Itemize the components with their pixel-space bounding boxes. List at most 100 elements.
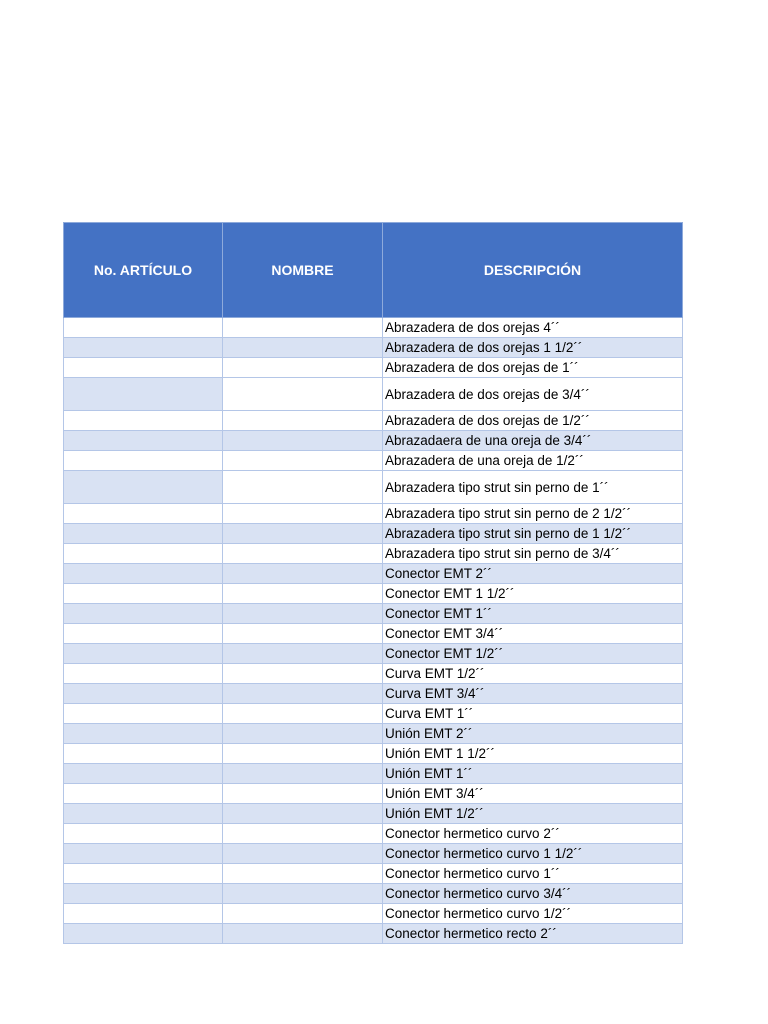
descripcion-cell: Abrazadera de una oreja de 1/2´´ <box>382 450 683 471</box>
table-row: Conector hermetico curvo 2´´ <box>63 823 683 844</box>
nombre-cell <box>222 783 383 804</box>
nombre-cell <box>222 923 383 944</box>
descripcion-cell: Conector hermetico recto 2´´ <box>382 923 683 944</box>
nombre-cell <box>222 863 383 884</box>
no-articulo-cell <box>63 470 223 504</box>
no-articulo-cell <box>63 563 223 584</box>
nombre-cell <box>222 703 383 724</box>
nombre-cell <box>222 743 383 764</box>
descripcion-cell: Curva EMT 1´´ <box>382 703 683 724</box>
table-row: Conector EMT 1´´ <box>63 603 683 624</box>
descripcion-cell: Curva EMT 1/2´´ <box>382 663 683 684</box>
descripcion-cell: Abrazadera tipo strut sin perno de 1 1/2… <box>382 523 683 544</box>
header-no-articulo: No. ARTÍCULO <box>63 222 223 318</box>
nombre-cell <box>222 503 383 524</box>
no-articulo-cell <box>63 843 223 864</box>
descripcion-cell: Unión EMT 2´´ <box>382 723 683 744</box>
articles-table: No. ARTÍCULO NOMBRE DESCRIPCIÓN Abrazade… <box>63 222 683 944</box>
nombre-cell <box>222 823 383 844</box>
table-row: Unión EMT 1/2´´ <box>63 803 683 824</box>
no-articulo-cell <box>63 377 223 411</box>
nombre-cell <box>222 523 383 544</box>
table-row: Conector hermetico recto 2´´ <box>63 923 683 944</box>
no-articulo-cell <box>63 643 223 664</box>
no-articulo-cell <box>63 357 223 378</box>
no-articulo-cell <box>63 337 223 358</box>
table-row: Conector hermetico curvo 1´´ <box>63 863 683 884</box>
table-row: Abrazadera de dos orejas de 1´´ <box>63 357 683 378</box>
nombre-cell <box>222 623 383 644</box>
nombre-cell <box>222 430 383 451</box>
nombre-cell <box>222 450 383 471</box>
descripcion-cell: Abrazadera tipo strut sin perno de 3/4´´ <box>382 543 683 564</box>
no-articulo-cell <box>63 623 223 644</box>
table-row: Curva EMT 1´´ <box>63 703 683 724</box>
descripcion-cell: Abrazadaera de una oreja de 3/4´´ <box>382 430 683 451</box>
header-row: No. ARTÍCULO NOMBRE DESCRIPCIÓN <box>63 222 683 318</box>
table-row: Curva EMT 3/4´´ <box>63 683 683 704</box>
nombre-cell <box>222 763 383 784</box>
nombre-cell <box>222 603 383 624</box>
descripcion-cell: Abrazadera de dos orejas 4´´ <box>382 317 683 338</box>
header-descripcion: DESCRIPCIÓN <box>382 222 683 318</box>
nombre-cell <box>222 337 383 358</box>
nombre-cell <box>222 410 383 431</box>
table-row: Abrazadera de dos orejas 4´´ <box>63 317 683 338</box>
descripcion-cell: Curva EMT 3/4´´ <box>382 683 683 704</box>
nombre-cell <box>222 317 383 338</box>
descripcion-cell: Abrazadera de dos orejas de 3/4´´ <box>382 377 683 411</box>
descripcion-cell: Conector hermetico curvo 1 1/2´´ <box>382 843 683 864</box>
nombre-cell <box>222 883 383 904</box>
descripcion-cell: Conector EMT 3/4´´ <box>382 623 683 644</box>
no-articulo-cell <box>63 583 223 604</box>
descripcion-cell: Conector hermetico curvo 3/4´´ <box>382 883 683 904</box>
descripcion-cell: Unión EMT 1/2´´ <box>382 803 683 824</box>
no-articulo-cell <box>63 450 223 471</box>
descripcion-cell: Conector EMT 2´´ <box>382 563 683 584</box>
no-articulo-cell <box>63 410 223 431</box>
nombre-cell <box>222 377 383 411</box>
table-row: Unión EMT 1 1/2´´ <box>63 743 683 764</box>
descripcion-cell: Abrazadera tipo strut sin perno de 1´´ <box>382 470 683 504</box>
descripcion-cell: Abrazadera de dos orejas 1 1/2´´ <box>382 337 683 358</box>
no-articulo-cell <box>63 823 223 844</box>
table-row: Abrazadera de dos orejas de 3/4´´ <box>63 377 683 411</box>
no-articulo-cell <box>63 503 223 524</box>
no-articulo-cell <box>63 723 223 744</box>
descripcion-cell: Unión EMT 3/4´´ <box>382 783 683 804</box>
descripcion-cell: Abrazadera de dos orejas de 1/2´´ <box>382 410 683 431</box>
nombre-cell <box>222 903 383 924</box>
no-articulo-cell <box>63 803 223 824</box>
descripcion-cell: Unión EMT 1 1/2´´ <box>382 743 683 764</box>
nombre-cell <box>222 683 383 704</box>
no-articulo-cell <box>63 863 223 884</box>
descripcion-cell: Abrazadera de dos orejas de 1´´ <box>382 357 683 378</box>
descripcion-cell: Conector EMT 1 1/2´´ <box>382 583 683 604</box>
descripcion-cell: Unión EMT 1´´ <box>382 763 683 784</box>
nombre-cell <box>222 357 383 378</box>
header-nombre: NOMBRE <box>222 222 383 318</box>
table-row: Conector hermetico curvo 1/2´´ <box>63 903 683 924</box>
table-row: Conector EMT 3/4´´ <box>63 623 683 644</box>
no-articulo-cell <box>63 683 223 704</box>
nombre-cell <box>222 583 383 604</box>
nombre-cell <box>222 643 383 664</box>
no-articulo-cell <box>63 923 223 944</box>
nombre-cell <box>222 723 383 744</box>
table-row: Abrazadera de dos orejas de 1/2´´ <box>63 410 683 431</box>
nombre-cell <box>222 543 383 564</box>
no-articulo-cell <box>63 903 223 924</box>
no-articulo-cell <box>63 430 223 451</box>
table-row: Conector EMT 1 1/2´´ <box>63 583 683 604</box>
nombre-cell <box>222 803 383 824</box>
no-articulo-cell <box>63 603 223 624</box>
table-row: Abrazadera tipo strut sin perno de 3/4´´ <box>63 543 683 564</box>
no-articulo-cell <box>63 317 223 338</box>
nombre-cell <box>222 563 383 584</box>
no-articulo-cell <box>63 783 223 804</box>
no-articulo-cell <box>63 743 223 764</box>
table-row: Conector hermetico curvo 1 1/2´´ <box>63 843 683 864</box>
no-articulo-cell <box>63 543 223 564</box>
no-articulo-cell <box>63 883 223 904</box>
descripcion-cell: Conector EMT 1´´ <box>382 603 683 624</box>
